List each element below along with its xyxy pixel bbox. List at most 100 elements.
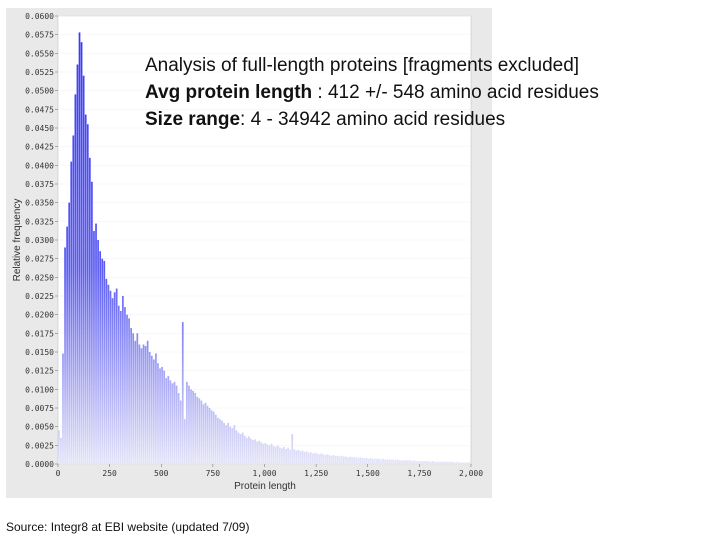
histogram-bar [142, 344, 145, 464]
y-tick-label: 0.0100 [25, 385, 54, 394]
histogram-bar [132, 333, 135, 464]
x-tick-label: 250 [102, 469, 117, 478]
histogram-bar [241, 432, 244, 464]
histogram-bar [239, 434, 242, 464]
histogram-bar [138, 344, 141, 464]
histogram-bar [245, 437, 248, 464]
avg-length-value: : 412 +/- 548 amino acid residues [312, 82, 599, 103]
histogram-bar [204, 402, 207, 464]
x-tick-label: 750 [206, 469, 221, 478]
histogram-bar [287, 447, 289, 464]
histogram-bar [361, 458, 364, 464]
histogram-bar [382, 458, 384, 464]
histogram-bar [258, 440, 261, 464]
histogram-bar [404, 460, 407, 464]
histogram-bar [109, 290, 112, 464]
histogram-bar [340, 455, 343, 464]
histogram-bar [95, 223, 97, 464]
source-caption: Source: Integr8 at EBI website (updated … [6, 520, 250, 534]
histogram-bar [111, 298, 114, 464]
histogram-bar [425, 461, 428, 464]
histogram-bar [175, 385, 178, 464]
histogram-bar [159, 368, 161, 464]
histogram-bar [378, 458, 380, 464]
histogram-bar [264, 443, 267, 464]
histogram-bar [161, 366, 163, 464]
histogram-bar [307, 452, 310, 464]
x-axis-title: Protein length [234, 481, 296, 492]
histogram-bar [440, 461, 442, 464]
x-tick-label: 2,000 [459, 469, 483, 478]
histogram-bar [117, 305, 120, 464]
histogram-bar [124, 307, 126, 464]
histogram-bar [274, 446, 277, 464]
histogram-bar [303, 452, 306, 464]
chart-panel: 0.0000 0.0025 0.0050 0.0075 0.0100 0.0125 0.01… [6, 8, 492, 498]
histogram-bar [88, 157, 91, 464]
histogram-bar [225, 425, 227, 464]
histogram-bar [336, 455, 339, 464]
histogram-bar [163, 370, 166, 464]
histogram-bar [105, 278, 108, 464]
avg-length-label: Avg protein length [145, 82, 313, 103]
histogram-bar [183, 419, 186, 464]
y-tick-label: 0.0200 [25, 311, 54, 320]
histogram-bar [60, 437, 62, 464]
histogram-bar [301, 450, 304, 464]
histogram-bar [101, 258, 104, 464]
histogram-bar [415, 461, 417, 464]
histogram-bar [456, 461, 459, 464]
y-tick-label: 0.0575 [25, 31, 54, 40]
histogram-bar [173, 381, 176, 464]
histogram-bar [237, 432, 240, 464]
histogram-bar [390, 459, 393, 464]
histogram-bar [229, 426, 232, 464]
histogram-bar [314, 452, 316, 464]
y-tick-label: 0.0000 [25, 460, 54, 469]
histogram-bar [150, 355, 153, 464]
histogram-bar [311, 453, 314, 464]
x-tick-label: 500 [154, 469, 169, 478]
histogram-bar [155, 353, 157, 464]
histogram-bar [221, 420, 223, 464]
x-tick-label: 0 [56, 469, 61, 478]
histogram-bar [276, 445, 279, 464]
histogram-bar [268, 445, 271, 464]
y-tick-label: 0.0225 [25, 292, 54, 301]
histogram-bar [435, 461, 438, 464]
histogram-bar [448, 461, 450, 464]
histogram-bar [334, 455, 337, 464]
histogram-bar [450, 461, 453, 464]
histogram-bar [460, 462, 463, 464]
histogram-bar [208, 408, 211, 464]
histogram-bar [359, 457, 362, 464]
histogram-bar [332, 455, 335, 464]
histogram-bar [365, 458, 368, 464]
histogram-bar [233, 425, 236, 464]
histogram-bar [468, 462, 471, 464]
histogram-bar [270, 443, 273, 464]
histogram-bar [165, 378, 168, 464]
histogram-bar [126, 314, 128, 464]
y-tick-label: 0.0400 [25, 161, 54, 170]
histogram-bar [421, 461, 424, 464]
histogram-bar [345, 456, 347, 464]
histogram-bar [446, 461, 448, 464]
y-tick-label: 0.0550 [25, 49, 54, 58]
histogram-bar [357, 458, 360, 464]
histogram-bar [80, 42, 83, 465]
histogram-bar [250, 438, 252, 464]
histogram-bar [376, 458, 378, 464]
histogram-bar [91, 181, 93, 464]
size-range-value: : 4 - 34942 amino acid residues [240, 109, 506, 130]
histogram-bar [152, 359, 155, 464]
histogram-bar [293, 449, 296, 464]
histogram-bar [74, 94, 77, 465]
histogram-bar [409, 460, 411, 464]
histogram-bar [291, 434, 294, 464]
histogram-bar [78, 32, 81, 464]
y-tick-label: 0.0475 [25, 105, 54, 114]
histogram-bar [97, 240, 99, 464]
histogram-bar [68, 202, 71, 464]
histogram-bar [58, 430, 60, 464]
